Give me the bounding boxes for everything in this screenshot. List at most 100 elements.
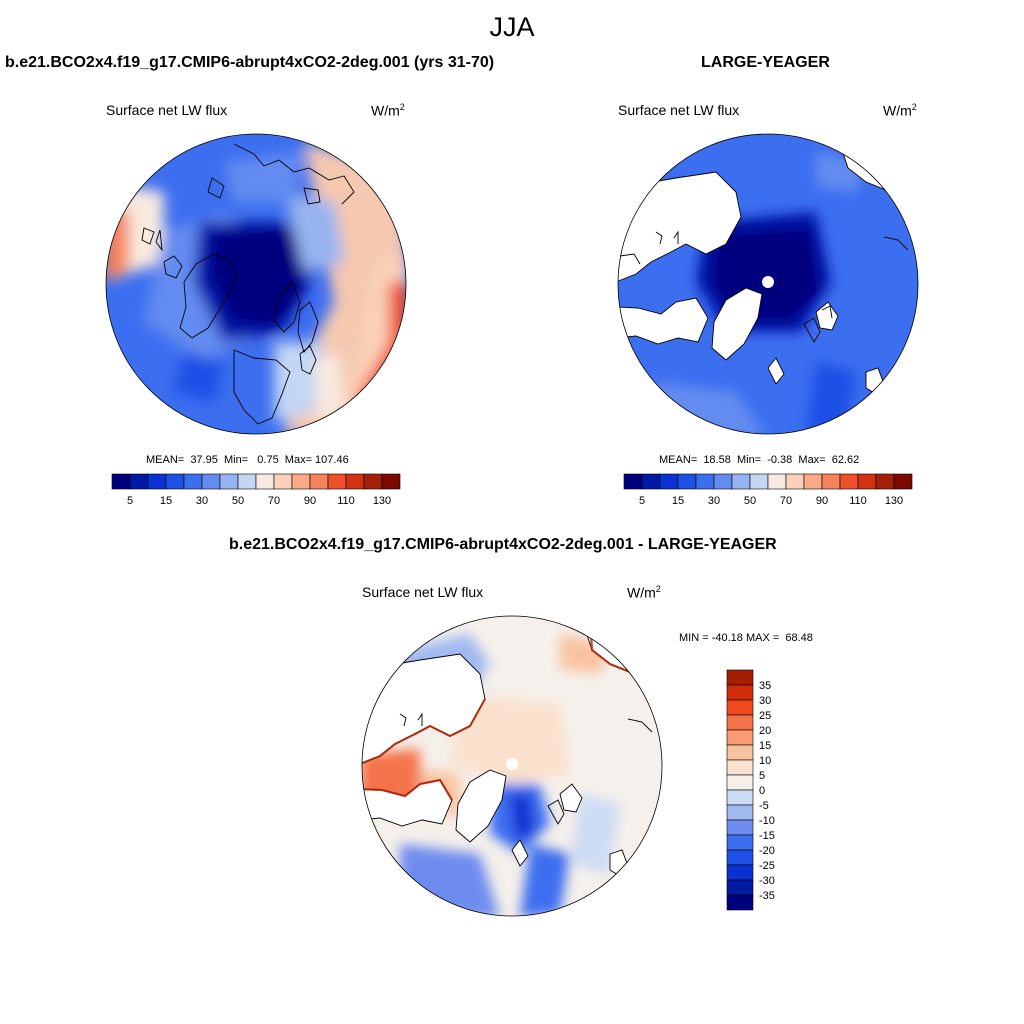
panel2-colorbar-label: 110 xyxy=(849,495,867,507)
panel2-colorbar-box xyxy=(857,473,877,490)
panel3-colorbar-label: -25 xyxy=(759,860,775,872)
panel3-colorbar-box xyxy=(726,834,754,851)
panel2-subtitle: Surface net LW flux xyxy=(618,102,740,118)
season-title: JJA xyxy=(489,12,535,42)
panel2-colorbar-box xyxy=(767,473,787,490)
panel3-colorbar-label: 5 xyxy=(759,770,765,782)
panel1-colorbar-box xyxy=(273,473,293,490)
panel1-colorbar-box xyxy=(327,473,347,490)
panel1-colorbar-box xyxy=(147,473,167,490)
panel2-colorbar-box xyxy=(623,473,643,490)
panel1-colorbar-box xyxy=(291,473,311,490)
panel3-units: W/m2 xyxy=(627,584,661,601)
panel1-colorbar-label: 70 xyxy=(268,495,280,507)
panel2-pole-hole xyxy=(762,276,774,288)
panel2-colorbar: 5 15 30 50 70 90 110 130 xyxy=(623,473,913,507)
panel3-colorbar-box xyxy=(726,744,754,761)
panel3-colorbar-label: -5 xyxy=(759,800,769,812)
panel3-colorbar-box xyxy=(726,729,754,746)
panel2-colorbar-label: 90 xyxy=(816,495,828,507)
panel3-colorbar-label: -15 xyxy=(759,830,775,842)
panel3-colorbar-box xyxy=(726,894,754,911)
panel1-colorbar-label: 130 xyxy=(373,495,391,507)
panel3-colorbar-label: 35 xyxy=(759,680,771,692)
panel3-colorbar-box xyxy=(726,819,754,836)
panel1-colorbar-box xyxy=(237,473,257,490)
panel2-units: W/m2 xyxy=(883,102,917,119)
panel3-pole-hole xyxy=(506,758,518,770)
panel2-colorbar-box xyxy=(695,473,715,490)
panel2-colorbar-box xyxy=(785,473,805,490)
panel1-units: W/m2 xyxy=(371,102,405,119)
panel2-colorbar-box xyxy=(731,473,751,490)
panel1-colorbar-box xyxy=(309,473,329,490)
panel1-colorbar-label: 5 xyxy=(127,495,133,507)
panel1-map xyxy=(105,133,407,435)
panel1-title: b.e21.BCO2x4.f19_g17.CMIP6-abrupt4xCO2-2… xyxy=(5,54,495,71)
panel2-colorbar-label: 70 xyxy=(780,495,792,507)
panel3-colorbar-label: 15 xyxy=(759,740,771,752)
panel3-colorbar-box xyxy=(726,714,754,731)
panel3-colorbar-box xyxy=(726,699,754,716)
panel1-colorbar-box xyxy=(255,473,275,490)
panel1-colorbar-box xyxy=(201,473,221,490)
panel3-colorbar-box xyxy=(726,879,754,896)
panel3-colorbar-box xyxy=(726,849,754,866)
panel3-colorbar-label: -10 xyxy=(759,815,775,827)
panel3-colorbar-label: 10 xyxy=(759,755,771,767)
panel1-map-border xyxy=(105,133,407,435)
panel3-subtitle: Surface net LW flux xyxy=(362,584,484,600)
panel3-stats: MIN = -40.18 MAX = 68.48 xyxy=(679,632,813,644)
panel1-stats: MEAN= 37.95 Min= 0.75 Max= 107.46 xyxy=(146,454,349,466)
panel3-colorbar-box xyxy=(726,669,754,686)
panel1-colorbar-box xyxy=(165,473,185,490)
panel1-colorbar-label: 90 xyxy=(304,495,316,507)
panel1-colorbar-box xyxy=(111,473,131,490)
panel2-title: LARGE-YEAGER xyxy=(701,54,830,71)
panel3-colorbar-box xyxy=(726,864,754,881)
panel1-colorbar-label: 15 xyxy=(160,495,172,507)
panel3-title: b.e21.BCO2x4.f19_g17.CMIP6-abrupt4xCO2-2… xyxy=(229,536,777,553)
panel2-map xyxy=(617,133,919,435)
panel1-colorbar-box xyxy=(345,473,365,490)
panel2-colorbar-label: 30 xyxy=(708,495,720,507)
panel2-colorbar-box xyxy=(749,473,769,490)
panel1-colorbar: 5 15 30 50 70 90 110 130 xyxy=(111,473,401,507)
panel3-colorbar: 35 30 25 20 15 10 5 0 -5 -10 -15 -20 -25 -30 -35 xyxy=(726,669,775,911)
panel3-colorbar-label: -20 xyxy=(759,845,775,857)
panel3-colorbar-box xyxy=(726,774,754,791)
panel3-colorbar-label: 20 xyxy=(759,725,771,737)
panel3-colorbar-label: -30 xyxy=(759,875,775,887)
panel1-colorbar-box xyxy=(183,473,203,490)
panel1-colorbar-label: 30 xyxy=(196,495,208,507)
panel2-colorbar-box xyxy=(641,473,661,490)
panel1-colorbar-box xyxy=(363,473,383,490)
panel3-colorbar-label: -35 xyxy=(759,890,775,902)
panel3-coastlines xyxy=(399,712,653,825)
panel1-colorbar-box xyxy=(381,473,401,490)
panel3-map-border xyxy=(361,615,663,917)
panel2-colorbar-label: 130 xyxy=(885,495,903,507)
panel2-colorbar-box xyxy=(659,473,679,490)
panel1-coastlines xyxy=(141,143,355,425)
panel3-colorbar-box xyxy=(726,684,754,701)
panel3-colorbar-box xyxy=(726,789,754,806)
panel3-colorbar-box xyxy=(726,759,754,776)
panel1-colorbar-label: 50 xyxy=(232,495,244,507)
panel2-colorbar-box xyxy=(803,473,823,490)
panel2-coastlines xyxy=(619,230,909,343)
panel3-colorbar-label: 0 xyxy=(759,785,765,797)
panel2-colorbar-box xyxy=(893,473,913,490)
panel3-map xyxy=(361,615,663,917)
panel2-colorbar-label: 50 xyxy=(744,495,756,507)
panel2-colorbar-box xyxy=(821,473,841,490)
panel2-colorbar-box xyxy=(713,473,733,490)
panel1-subtitle: Surface net LW flux xyxy=(106,102,228,118)
panel1-colorbar-label: 110 xyxy=(337,495,355,507)
panel3-colorbar-label: 25 xyxy=(759,710,771,722)
panel1-field-contours xyxy=(106,142,406,434)
panel1-colorbar-box xyxy=(219,473,239,490)
panel2-colorbar-box xyxy=(839,473,859,490)
panel2-colorbar-label: 15 xyxy=(672,495,684,507)
panel3-colorbar-box xyxy=(726,804,754,821)
